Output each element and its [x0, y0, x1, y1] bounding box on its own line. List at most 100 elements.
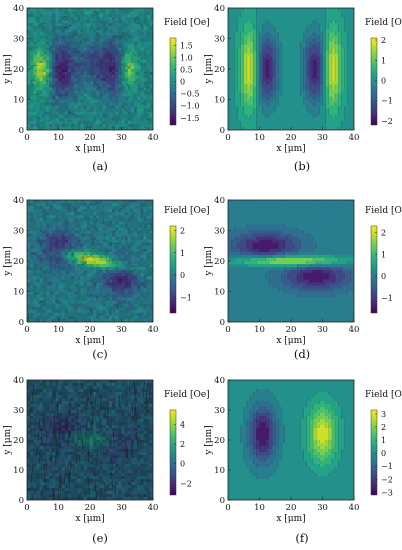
heatmap-cell — [115, 59, 119, 64]
heatmap-cell — [74, 23, 78, 27]
heatmap-cell — [127, 44, 132, 48]
heatmap-cell — [338, 44, 342, 48]
heatmap-cell — [30, 84, 34, 88]
heatmap-cell — [105, 26, 110, 30]
heatmap-cell — [338, 23, 342, 27]
heatmap-cell — [49, 239, 53, 244]
heatmap-cell — [121, 53, 125, 58]
heatmap-cell — [118, 230, 122, 234]
heatmap-cell — [272, 11, 276, 15]
heatmap-cell — [118, 111, 122, 116]
heatmap-cell — [246, 93, 251, 97]
heatmap-cell — [83, 215, 88, 219]
heatmap-cell — [33, 72, 37, 76]
heatmap-cell — [80, 102, 85, 106]
heatmap-cell — [344, 65, 349, 70]
heatmap-cell — [347, 117, 352, 122]
heatmap-cell — [45, 53, 50, 58]
heatmap-cell — [58, 203, 62, 207]
heatmap-cell — [272, 23, 276, 27]
heatmap-cell — [42, 239, 47, 244]
heatmap-cell — [243, 69, 248, 73]
heatmap-cell — [319, 102, 323, 106]
heatmap-cell — [86, 233, 91, 237]
heatmap-cell — [67, 215, 72, 219]
heatmap-cell — [118, 17, 122, 21]
heatmap-cell — [134, 105, 138, 109]
heatmap-cell — [262, 81, 267, 85]
heatmap-cell — [55, 20, 59, 24]
heatmap-cell — [93, 69, 97, 73]
heatmap-cell — [240, 14, 245, 18]
heatmap-cell — [259, 59, 263, 64]
heatmap-cell — [36, 99, 40, 103]
heatmap-cell — [67, 59, 72, 64]
heatmap-cell — [246, 72, 251, 76]
heatmap-cell — [234, 35, 238, 39]
heatmap-cell — [294, 99, 298, 103]
heatmap-cell — [58, 254, 62, 259]
heatmap-cell — [319, 75, 323, 79]
heatmap-cell — [86, 206, 91, 210]
heatmap-cell — [350, 47, 354, 52]
heatmap-cell — [149, 59, 153, 64]
heatmap-cell — [291, 38, 295, 42]
heatmap-cell — [287, 96, 292, 100]
heatmap-cell — [49, 23, 53, 27]
heatmap-cell — [115, 236, 119, 240]
heatmap-cell — [99, 65, 103, 70]
heatmap-cell — [127, 230, 132, 234]
heatmap-cell — [96, 72, 100, 76]
heatmap-cell — [278, 126, 282, 130]
heatmap-cell — [275, 123, 279, 128]
heatmap-cell — [99, 32, 103, 36]
heatmap-cell — [275, 105, 279, 109]
heatmap-cell — [303, 26, 308, 30]
heatmap-cell — [45, 233, 50, 237]
heatmap-cell — [45, 242, 50, 247]
heatmap-cell — [284, 50, 289, 55]
heatmap-cell — [140, 203, 144, 207]
heatmap-cell — [74, 87, 78, 91]
heatmap-cell — [71, 102, 75, 106]
heatmap-cell — [86, 203, 91, 207]
heatmap-cell — [42, 224, 47, 228]
heatmap-cell — [130, 8, 135, 12]
heatmap-cell — [319, 78, 323, 82]
heatmap-cell — [281, 65, 286, 70]
heatmap-cell — [115, 233, 119, 237]
heatmap-cell — [344, 62, 349, 67]
heatmap-cell — [102, 245, 107, 250]
heatmap-cell — [294, 114, 298, 119]
heatmap-cell — [27, 69, 31, 73]
heatmap-cell — [234, 65, 238, 70]
heatmap-cell — [42, 245, 47, 250]
heatmap-cell — [335, 72, 339, 76]
heatmap-cell — [67, 35, 72, 39]
heatmap-cell — [325, 11, 330, 15]
noise-streak — [134, 106, 137, 113]
heatmap-cell — [124, 111, 129, 116]
heatmap-cell — [45, 117, 50, 122]
heatmap-cell — [108, 87, 113, 91]
heatmap-cell — [118, 209, 122, 213]
heatmap-cell — [61, 99, 66, 103]
heatmap-cell — [55, 242, 59, 247]
heatmap-cell — [350, 50, 354, 55]
heatmap-cell — [39, 59, 44, 64]
heatmap-cell — [67, 261, 72, 265]
heatmap-cell — [347, 123, 352, 128]
heatmap-cell — [134, 8, 138, 12]
heatmap-cell — [74, 251, 78, 256]
heatmap-cell — [86, 248, 91, 253]
heatmap-cell — [294, 17, 298, 21]
heatmap-cell — [127, 251, 132, 256]
heatmap-cell — [52, 41, 56, 45]
heatmap-cell — [322, 44, 326, 48]
heatmap-cell — [243, 90, 248, 94]
heatmap-cell — [67, 62, 72, 67]
heatmap-cell — [102, 26, 107, 30]
heatmap-cell — [121, 239, 125, 244]
heatmap-cell — [347, 35, 352, 39]
heatmap-cell — [341, 84, 345, 88]
